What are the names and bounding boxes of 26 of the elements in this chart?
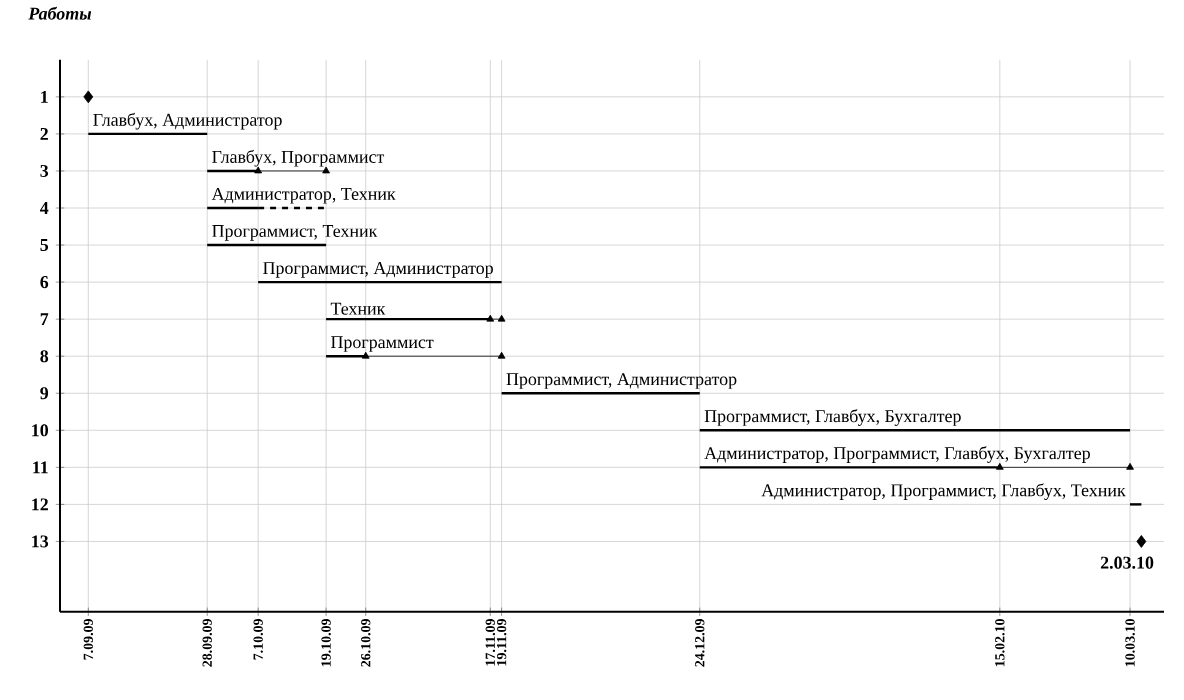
- y-tick-label: 7: [40, 313, 49, 326]
- y-tick-label: 2: [40, 128, 48, 140]
- y-tick-label: 13: [32, 535, 49, 548]
- annotation: Главбух, Администратор: [93, 112, 282, 130]
- annotation: Программист, Администратор: [263, 262, 493, 278]
- y-tick-label: 3: [40, 165, 49, 178]
- y-tick-label: 9: [40, 387, 49, 400]
- y-tick-label: 1: [41, 91, 48, 103]
- annotation: Администратор, Программист, Главбух, Техник: [761, 483, 1126, 501]
- annotation: 2.03.10: [1100, 556, 1154, 569]
- y-tick-label: 8: [40, 350, 49, 363]
- y-axis-title: Работы: [28, 6, 92, 20]
- annotation: Техник: [330, 302, 386, 315]
- y-tick-label: 10: [32, 424, 49, 437]
- annotation: Программист, Техник: [212, 225, 378, 241]
- annotation: Программист: [331, 336, 434, 352]
- y-tick-label: 11: [33, 461, 48, 474]
- annotation: Программист, Главбух, Бухгалтер: [704, 409, 961, 426]
- y-tick-label: 6: [40, 276, 49, 289]
- y-tick-label: 5: [40, 239, 49, 252]
- annotation: Программист, Администратор: [506, 373, 737, 389]
- annotation: Администратор, Техник: [211, 188, 396, 204]
- y-tick-label: 12: [32, 498, 48, 511]
- annotation: Администратор, Программист, Главбух, Бухгалтер: [704, 446, 1090, 464]
- annotation: Главбух, Программист: [212, 149, 385, 167]
- y-tick-label: 4: [40, 202, 49, 214]
